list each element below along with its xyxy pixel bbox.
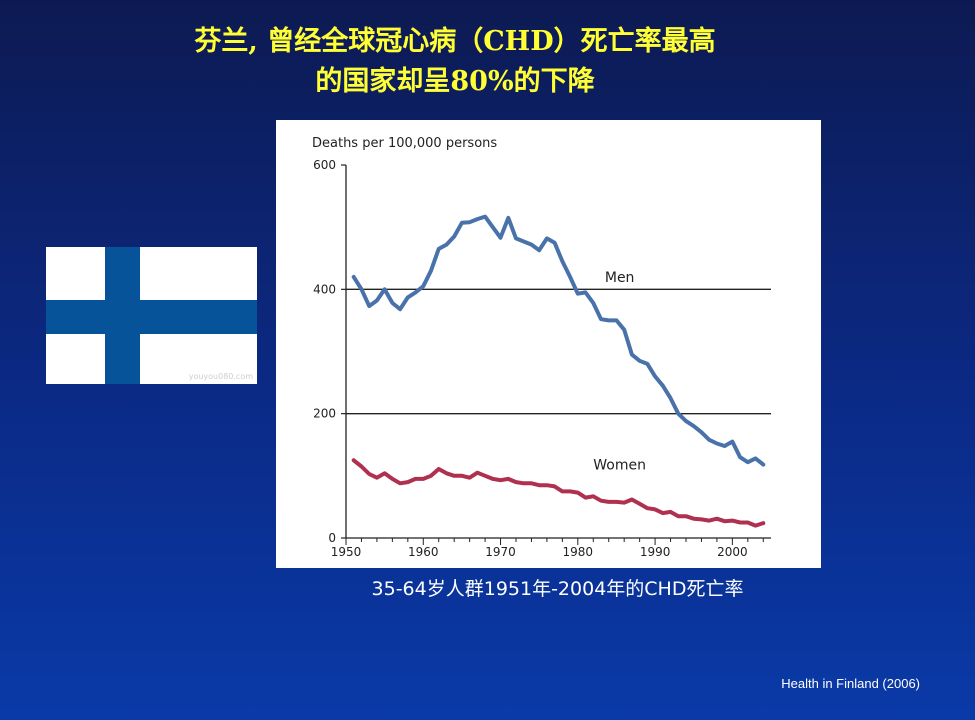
y-tick-label-400: 400 bbox=[313, 282, 336, 296]
chart-panel: Deaths per 100,000 persons 0 200 400 600 1950… bbox=[276, 120, 821, 568]
x-tick-label-1990: 1990 bbox=[640, 545, 671, 559]
x-tick-label-1980: 1980 bbox=[563, 545, 594, 559]
slide-title: 芬兰, 曾经全球冠心病（CHD）死亡率最高 的国家却呈80%的下降 bbox=[120, 22, 790, 102]
y-tick-label-600: 600 bbox=[313, 158, 336, 172]
x-tick-label-1950: 1950 bbox=[331, 545, 362, 559]
flag-watermark: youyou080.com bbox=[188, 372, 253, 381]
slide-title-line1: 芬兰, 曾经全球冠心病（CHD）死亡率最高 bbox=[194, 26, 716, 57]
chart-caption: 35-64岁人群1951年-2004年的CHD死亡率 bbox=[371, 578, 744, 600]
slide-title-line2: 的国家却呈80%的下降 bbox=[315, 66, 595, 97]
line-chart: Deaths per 100,000 persons 0 200 400 600 1950… bbox=[312, 136, 771, 559]
y-axis-label: Deaths per 100,000 persons bbox=[312, 136, 497, 151]
series-line-women bbox=[351, 458, 766, 528]
series-label-men: Men bbox=[605, 270, 635, 286]
series-line-men bbox=[351, 214, 766, 467]
flag-cross-horizontal bbox=[46, 300, 257, 334]
source-citation: Health in Finland (2006) bbox=[781, 676, 920, 691]
x-tick-label-1970: 1970 bbox=[485, 545, 516, 559]
y-tick-label-200: 200 bbox=[313, 407, 336, 421]
x-tick-label-2000: 2000 bbox=[717, 545, 748, 559]
finland-flag-image: youyou080.com bbox=[46, 247, 257, 384]
series-label-women: Women bbox=[593, 458, 646, 474]
y-tick-label-0: 0 bbox=[328, 531, 336, 545]
x-tick-label-1960: 1960 bbox=[408, 545, 439, 559]
